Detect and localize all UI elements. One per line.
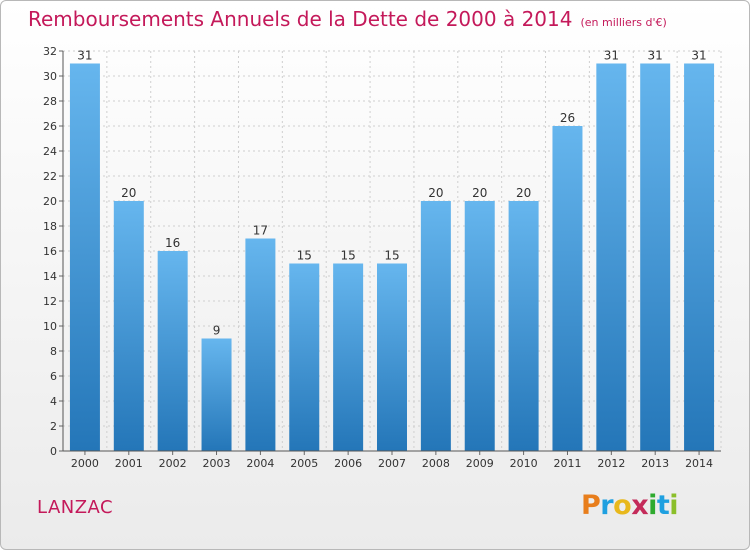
bar-2012 xyxy=(596,63,627,451)
x-tick-label: 2013 xyxy=(641,457,669,470)
bar-2008 xyxy=(420,201,451,451)
data-label: 20 xyxy=(121,186,136,200)
x-tick-label: 2002 xyxy=(159,457,187,470)
logo-letter: o xyxy=(613,490,632,521)
y-tick-label: 16 xyxy=(43,245,57,258)
y-tick-label: 2 xyxy=(50,420,57,433)
y-tick-label: 30 xyxy=(43,70,57,83)
x-tick-label: 2004 xyxy=(246,457,274,470)
data-label: 17 xyxy=(253,224,268,238)
data-label: 15 xyxy=(297,249,312,263)
bar-2010 xyxy=(508,201,539,451)
data-label: 31 xyxy=(691,49,706,63)
logo-letter: t xyxy=(656,490,670,521)
y-tick-label: 6 xyxy=(50,370,57,383)
x-tick-label: 2010 xyxy=(510,457,538,470)
bar-2006 xyxy=(333,263,364,451)
bar-2014 xyxy=(684,63,715,451)
logo-letter: x xyxy=(631,490,649,521)
logo-letter: i xyxy=(648,490,657,521)
x-tick-label: 2008 xyxy=(422,457,450,470)
place-label: LANZAC xyxy=(37,497,114,518)
chart-title-unit: (en milliers d'€) xyxy=(580,16,667,29)
y-tick-label: 8 xyxy=(50,345,57,358)
data-label: 20 xyxy=(516,186,531,200)
y-tick-label: 14 xyxy=(43,270,57,283)
x-tick-label: 2011 xyxy=(553,457,581,470)
data-label: 20 xyxy=(428,186,443,200)
bar-2005 xyxy=(289,263,320,451)
y-tick-label: 4 xyxy=(50,395,57,408)
data-label: 26 xyxy=(560,111,575,125)
y-tick-label: 20 xyxy=(43,195,57,208)
data-label: 15 xyxy=(340,249,355,263)
x-tick-label: 2001 xyxy=(115,457,143,470)
x-tick-label: 2006 xyxy=(334,457,362,470)
bar-2004 xyxy=(245,238,276,451)
bar-2003 xyxy=(201,338,232,451)
data-label: 15 xyxy=(384,249,399,263)
data-label: 31 xyxy=(77,49,92,63)
data-label: 20 xyxy=(472,186,487,200)
y-tick-label: 0 xyxy=(50,445,57,458)
bar-2000 xyxy=(69,63,100,451)
logo-letter: r xyxy=(600,490,614,521)
x-tick-label: 2005 xyxy=(290,457,318,470)
data-label: 16 xyxy=(165,236,180,250)
proxiti-logo: Proxiti xyxy=(581,490,679,521)
x-tick-label: 2007 xyxy=(378,457,406,470)
bar-2001 xyxy=(113,201,144,451)
data-label: 31 xyxy=(604,49,619,63)
x-tick-label: 2000 xyxy=(71,457,99,470)
x-tick-label: 2012 xyxy=(597,457,625,470)
bar-2011 xyxy=(552,126,583,451)
chart-title-main: Remboursements Annuels de la Dette de 20… xyxy=(28,7,573,31)
y-tick-label: 10 xyxy=(43,320,57,333)
logo-letter: P xyxy=(581,490,601,521)
y-tick-label: 18 xyxy=(43,220,57,233)
bar-2009 xyxy=(464,201,495,451)
y-tick-label: 26 xyxy=(43,120,57,133)
data-label: 9 xyxy=(213,324,221,338)
x-tick-label: 2009 xyxy=(466,457,494,470)
y-tick-label: 24 xyxy=(43,145,57,158)
logo-letter: i xyxy=(669,490,679,521)
bar-2013 xyxy=(640,63,671,451)
x-tick-label: 2014 xyxy=(685,457,713,470)
x-tick-label: 2003 xyxy=(203,457,231,470)
y-tick-label: 22 xyxy=(43,170,57,183)
y-tick-label: 12 xyxy=(43,295,57,308)
data-labels: 31 20 16 9 17 15 15 15 20 20 20 26 31 31 31 xyxy=(77,49,706,338)
y-tick-label: 32 xyxy=(43,45,57,58)
bar-2007 xyxy=(377,263,407,451)
data-label: 31 xyxy=(648,49,663,63)
bars xyxy=(69,63,715,451)
y-tick-label: 28 xyxy=(43,95,57,108)
bar-2002 xyxy=(157,251,188,451)
chart-title: Remboursements Annuels de la Dette de 20… xyxy=(28,7,667,31)
